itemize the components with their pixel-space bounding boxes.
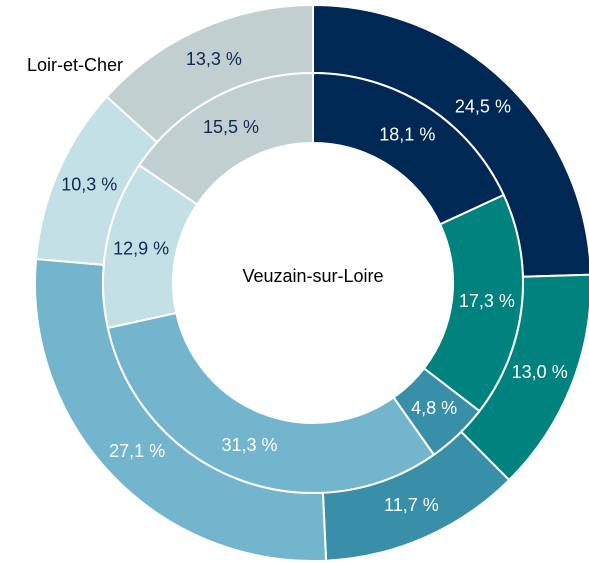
value-label: 12,9 % [113, 239, 169, 259]
value-label: 27,1 % [109, 441, 165, 461]
value-label: 17,3 % [459, 291, 515, 311]
value-label: 10,3 % [61, 174, 117, 194]
value-label: 11,7 % [384, 495, 439, 515]
value-label: 4,8 % [411, 398, 457, 418]
value-label: 13,3 % [186, 49, 242, 69]
segment [137, 71, 314, 206]
outer-ring-name: Loir-et-Cher [27, 55, 123, 75]
value-label: 13,0 % [512, 362, 568, 382]
inner-ring-name: Veuzain-sur-Loire [242, 266, 383, 286]
value-label: 24,5 % [455, 97, 511, 117]
value-label: 15,5 % [203, 117, 259, 137]
value-label: 31,3 % [222, 435, 278, 455]
segment [106, 311, 436, 494]
value-label: 18,1 % [379, 124, 435, 144]
